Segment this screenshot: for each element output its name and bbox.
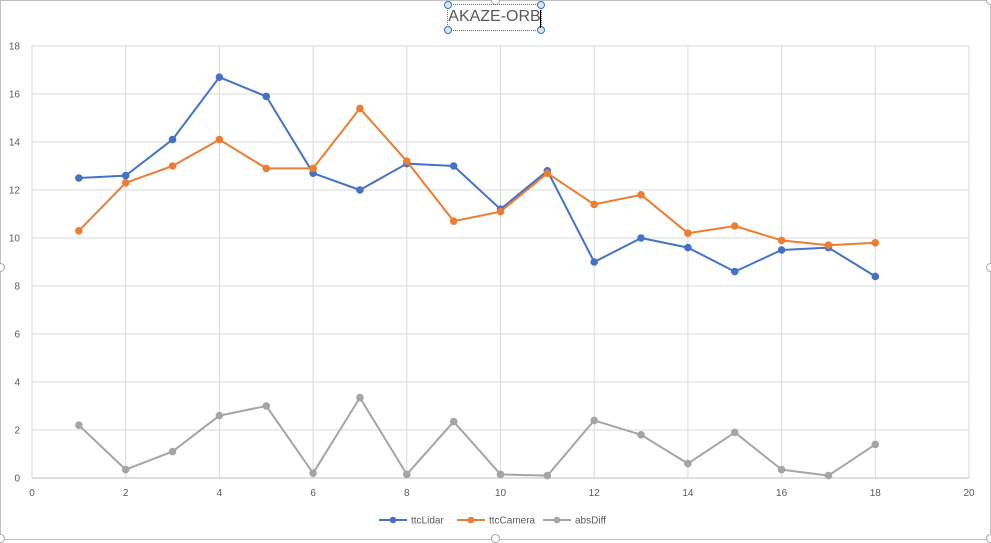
data-point-ttcLidar[interactable]: [777, 246, 786, 254]
y-tick-label: 10: [9, 234, 21, 245]
series-line-ttcLidar[interactable]: [77, 76, 877, 278]
x-tick-label: 18: [870, 488, 882, 499]
legend[interactable]: ttcLidar ttcCamera absDiff: [379, 516, 606, 527]
x-tick-label: 12: [589, 488, 601, 499]
x-tick-label: 6: [310, 488, 316, 499]
data-point-ttcCamera[interactable]: [496, 207, 505, 216]
x-tick-label: 2: [123, 488, 129, 499]
text-cursor: [540, 10, 541, 28]
data-point-ttcLidar[interactable]: [871, 272, 880, 281]
legend-marker-absDiff: [553, 516, 561, 524]
data-point-ttcLidar[interactable]: [75, 174, 83, 182]
data-point-absDiff[interactable]: [121, 465, 130, 474]
data-point-ttcLidar[interactable]: [637, 234, 645, 242]
data-point-absDiff[interactable]: [637, 431, 645, 439]
y-tick-label: 6: [14, 330, 20, 341]
data-point-absDiff[interactable]: [730, 428, 739, 437]
legend-label-ttcCamera: ttcCamera: [489, 516, 536, 527]
data-point-ttcLidar[interactable]: [262, 92, 271, 101]
x-tick-label: 10: [495, 488, 507, 499]
data-point-absDiff[interactable]: [590, 416, 599, 425]
legend-item-ttcCamera[interactable]: ttcCamera: [457, 516, 536, 527]
chart-title-box[interactable]: AKAZE-ORB: [444, 1, 545, 34]
y-tick-label: 14: [9, 138, 21, 149]
data-point-ttcCamera[interactable]: [309, 164, 317, 173]
data-point-ttcLidar[interactable]: [684, 243, 692, 252]
data-point-ttcCamera[interactable]: [356, 104, 364, 113]
data-point-absDiff[interactable]: [356, 393, 364, 402]
y-tick-label: 2: [14, 426, 20, 437]
data-point-ttcCamera[interactable]: [449, 217, 458, 225]
series-line-absDiff[interactable]: [77, 396, 877, 477]
legend-item-absDiff[interactable]: absDiff: [543, 516, 606, 527]
legend-marker-ttcCamera: [467, 516, 475, 524]
data-point-ttcCamera[interactable]: [871, 239, 880, 247]
legend-label-absDiff: absDiff: [575, 516, 606, 527]
data-point-ttcCamera[interactable]: [590, 200, 599, 209]
resize-handle-left[interactable]: [0, 263, 5, 272]
data-point-ttcCamera[interactable]: [121, 179, 130, 187]
resize-handle-right[interactable]: [986, 263, 991, 272]
x-tick-label: 4: [217, 488, 223, 499]
data-point-absDiff[interactable]: [449, 417, 458, 426]
data-point-absDiff[interactable]: [75, 421, 83, 430]
data-point-ttcCamera[interactable]: [684, 229, 692, 237]
data-point-absDiff[interactable]: [262, 402, 271, 410]
data-point-absDiff[interactable]: [684, 459, 692, 468]
data-point-absDiff[interactable]: [871, 440, 880, 449]
data-point-ttcLidar[interactable]: [121, 171, 130, 180]
series-line-ttcCamera[interactable]: [77, 107, 877, 247]
x-tick-label: 16: [776, 488, 788, 499]
data-point-ttcCamera[interactable]: [168, 162, 177, 170]
data-point-absDiff[interactable]: [309, 469, 317, 478]
data-point-ttcCamera[interactable]: [543, 169, 552, 177]
data-point-ttcCamera[interactable]: [403, 157, 411, 165]
data-point-ttcLidar[interactable]: [449, 162, 458, 170]
y-tick-label: 12: [9, 186, 21, 197]
data-point-ttcCamera[interactable]: [262, 164, 271, 173]
y-tick-label: 0: [14, 474, 20, 485]
legend-label-ttcLidar: ttcLidar: [411, 516, 444, 527]
data-point-ttcLidar[interactable]: [215, 73, 224, 81]
x-tick-label: 14: [682, 488, 694, 499]
data-point-ttcLidar[interactable]: [730, 267, 739, 276]
data-point-absDiff[interactable]: [777, 465, 786, 474]
y-tick-label: 4: [14, 378, 20, 389]
data-point-ttcCamera[interactable]: [777, 236, 786, 245]
x-tick-label: 0: [29, 488, 35, 499]
y-tick-label: 16: [9, 90, 21, 101]
title-handle-top-left[interactable]: [444, 1, 452, 9]
data-point-absDiff[interactable]: [824, 471, 833, 480]
data-point-ttcCamera[interactable]: [730, 222, 739, 230]
data-point-absDiff[interactable]: [496, 470, 505, 479]
legend-marker-ttcLidar: [389, 516, 397, 524]
data-point-absDiff[interactable]: [543, 471, 552, 480]
data-point-ttcCamera[interactable]: [824, 241, 833, 249]
x-tick-label: 20: [963, 488, 975, 499]
title-handle-bottom-right[interactable]: [537, 26, 545, 34]
data-point-absDiff[interactable]: [215, 411, 224, 420]
data-point-ttcLidar[interactable]: [356, 186, 364, 194]
y-tick-label: 18: [9, 42, 21, 53]
data-point-ttcCamera[interactable]: [637, 191, 645, 199]
data-point-absDiff[interactable]: [168, 447, 177, 456]
gridlines: [31, 45, 970, 478]
x-tick-label: 8: [404, 488, 410, 499]
resize-handle-top-right[interactable]: [986, 0, 991, 5]
data-point-ttcLidar[interactable]: [590, 258, 599, 266]
data-point-ttcLidar[interactable]: [168, 135, 177, 144]
data-point-absDiff[interactable]: [403, 470, 411, 479]
title-handle-bottom-left[interactable]: [444, 26, 452, 34]
series-group[interactable]: [75, 73, 880, 480]
chart-title[interactable]: AKAZE-ORB: [448, 8, 541, 25]
y-tick-label: 8: [14, 282, 20, 293]
legend-item-ttcLidar[interactable]: ttcLidar: [379, 516, 444, 527]
data-point-ttcCamera[interactable]: [75, 227, 83, 235]
title-handle-top-right[interactable]: [537, 1, 545, 9]
data-point-ttcCamera[interactable]: [215, 135, 224, 144]
